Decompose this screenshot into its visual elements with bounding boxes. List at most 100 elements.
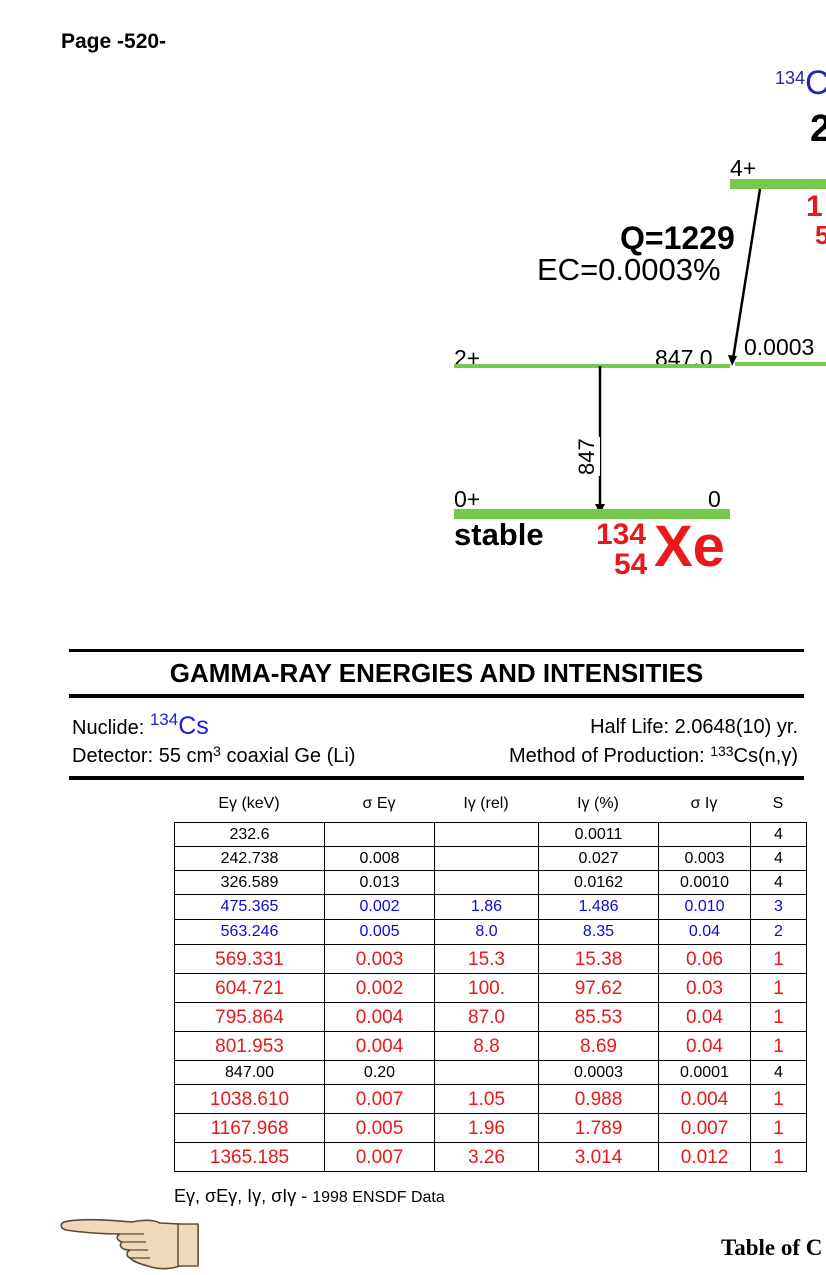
cell-rel-intensity <box>434 846 539 871</box>
cell-s: 1 <box>750 1113 807 1143</box>
cell-s: 1 <box>750 973 807 1003</box>
cell-rel-intensity <box>434 870 539 895</box>
table-row: 847.00 0.20 0.0003 0.0001 4 <box>174 1060 807 1085</box>
cell-pct-intensity: 1.486 <box>538 894 659 920</box>
cell-energy: 795.864 <box>174 1002 325 1032</box>
detector-post: coaxial Ge (Li) <box>220 745 356 767</box>
cell-energy: 232.6 <box>174 822 325 847</box>
cell-pct-intensity: 1.789 <box>538 1113 659 1143</box>
level-2-line <box>454 364 730 368</box>
col-head-rel-intensity: Iγ (rel) <box>463 795 509 812</box>
cell-sigma-intensity: 0.04 <box>658 919 751 945</box>
nuclide-line: Nuclide: 134Cs <box>72 710 209 741</box>
cell-rel-intensity: 15.3 <box>434 944 539 974</box>
cell-s: 2 <box>750 919 807 945</box>
footnote-symbols: Eγ, σEγ, Iγ, σIγ - <box>174 1186 313 1206</box>
cell-sigma-energy: 0.002 <box>324 973 435 1003</box>
cell-pct-intensity: 0.988 <box>538 1084 659 1114</box>
footnote: Eγ, σEγ, Iγ, σIγ - 1998 ENSDF Data <box>174 1186 445 1207</box>
table-row: 795.864 0.004 87.0 85.53 0.04 1 <box>174 1002 807 1032</box>
cell-s: 1 <box>750 1084 807 1114</box>
method-line: Method of Production: 133Cs(n,γ) <box>508 743 798 768</box>
cell-s: 1 <box>750 1142 807 1172</box>
mid-rule <box>69 694 804 698</box>
cell-energy: 1365.185 <box>174 1142 325 1172</box>
cell-pct-intensity: 3.014 <box>538 1142 659 1172</box>
parent-spin: 4+ <box>730 155 757 181</box>
cell-sigma-intensity: 0.04 <box>658 1002 751 1032</box>
gamma-label: 847 <box>574 437 600 476</box>
bottom-rule <box>69 776 804 780</box>
ground-spin: 0+ <box>454 486 481 512</box>
cell-sigma-intensity: 0.0010 <box>658 870 751 895</box>
q-value: Q=1229 <box>620 220 735 256</box>
detector-sup: 3 <box>213 743 221 759</box>
cell-sigma-intensity: 0.04 <box>658 1031 751 1061</box>
cell-sigma-intensity: 0.007 <box>658 1113 751 1143</box>
detector-pre: Detector: 55 cm <box>72 745 214 767</box>
table-of-contents-link[interactable]: Table of C <box>721 1235 823 1260</box>
col-head-sigma-energy: σ Eγ <box>362 795 396 812</box>
table-row: 242.738 0.008 0.027 0.003 4 <box>174 846 807 871</box>
cell-rel-intensity: 87.0 <box>434 1002 539 1032</box>
ground-level <box>454 509 730 519</box>
cell-pct-intensity: 15.38 <box>538 944 659 974</box>
cell-sigma-energy: 0.013 <box>324 870 435 895</box>
half-life: Half Life: 2.0648(10) yr. <box>590 716 798 738</box>
cell-pct-intensity: 8.35 <box>538 919 659 945</box>
cell-s: 4 <box>750 1060 807 1085</box>
cell-rel-intensity: 100. <box>434 973 539 1003</box>
cell-energy: 326.589 <box>174 870 325 895</box>
cell-sigma-intensity: 0.0001 <box>658 1060 751 1085</box>
daughter-z: 54 <box>614 548 648 581</box>
nuclide-mass: 134 <box>149 710 179 729</box>
table-row: 232.6 0.0011 4 <box>174 822 807 847</box>
parent-red-fragment-1: 1 <box>806 190 823 223</box>
cell-sigma-energy: 0.005 <box>324 1113 435 1143</box>
feed-intensity: 0.0003 <box>744 334 815 360</box>
cell-sigma-intensity: 0.004 <box>658 1084 751 1114</box>
parent-level <box>730 179 826 189</box>
parent-nuclide-label: 134C <box>775 64 826 103</box>
cell-rel-intensity: 8.8 <box>434 1031 539 1061</box>
cell-sigma-intensity: 0.012 <box>658 1142 751 1172</box>
nuclide-label: Nuclide: <box>72 717 150 739</box>
gamma-table: 232.6 0.0011 4 242.738 0.008 0.027 0.003 4 326.5… <box>174 822 807 1172</box>
table-row: 801.953 0.004 8.8 8.69 0.04 1 <box>174 1031 807 1061</box>
cell-energy: 604.721 <box>174 973 325 1003</box>
ec-branch: EC=0.0003% <box>537 252 721 287</box>
table-row: 569.331 0.003 15.3 15.38 0.06 1 <box>174 944 807 974</box>
col-head-energy: Eγ (keV) <box>218 795 280 812</box>
parent-fragment: 2 <box>810 108 826 150</box>
cell-s: 1 <box>750 944 807 974</box>
cell-energy: 563.246 <box>174 919 325 945</box>
cell-rel-intensity <box>434 822 539 847</box>
cell-pct-intensity: 0.027 <box>538 846 659 871</box>
cell-s: 4 <box>750 822 807 847</box>
cell-sigma-energy: 0.005 <box>324 919 435 945</box>
cell-sigma-energy: 0.007 <box>324 1142 435 1172</box>
footnote-source: 1998 ENSDF Data <box>312 1189 445 1206</box>
cell-pct-intensity: 0.0011 <box>538 822 659 847</box>
cell-energy: 569.331 <box>174 944 325 974</box>
cell-pct-intensity: 85.53 <box>538 1002 659 1032</box>
cell-energy: 847.00 <box>174 1060 325 1085</box>
cell-energy: 475.365 <box>174 894 325 920</box>
cell-sigma-energy: 0.003 <box>324 944 435 974</box>
cell-rel-intensity <box>434 1060 539 1085</box>
daughter-mass: 134 <box>596 518 647 551</box>
cell-rel-intensity: 1.86 <box>434 894 539 920</box>
cell-rel-intensity: 1.05 <box>434 1084 539 1114</box>
cell-energy: 1167.968 <box>174 1113 325 1143</box>
cell-sigma-intensity: 0.03 <box>658 973 751 1003</box>
col-head-sigma-intensity: σ Iγ <box>690 795 718 812</box>
cell-sigma-energy: 0.20 <box>324 1060 435 1085</box>
pointing-hand-icon[interactable] <box>60 1214 202 1272</box>
cell-s: 1 <box>750 1031 807 1061</box>
method-pre: Method of Production: <box>508 745 711 767</box>
nuclide-symbol: Cs <box>178 712 209 740</box>
method-post: Cs(n,γ) <box>733 745 798 767</box>
cell-energy: 1038.610 <box>174 1084 325 1114</box>
daughter-symbol: Xe <box>654 514 725 579</box>
col-head-pct-intensity: Iγ (%) <box>577 795 619 812</box>
